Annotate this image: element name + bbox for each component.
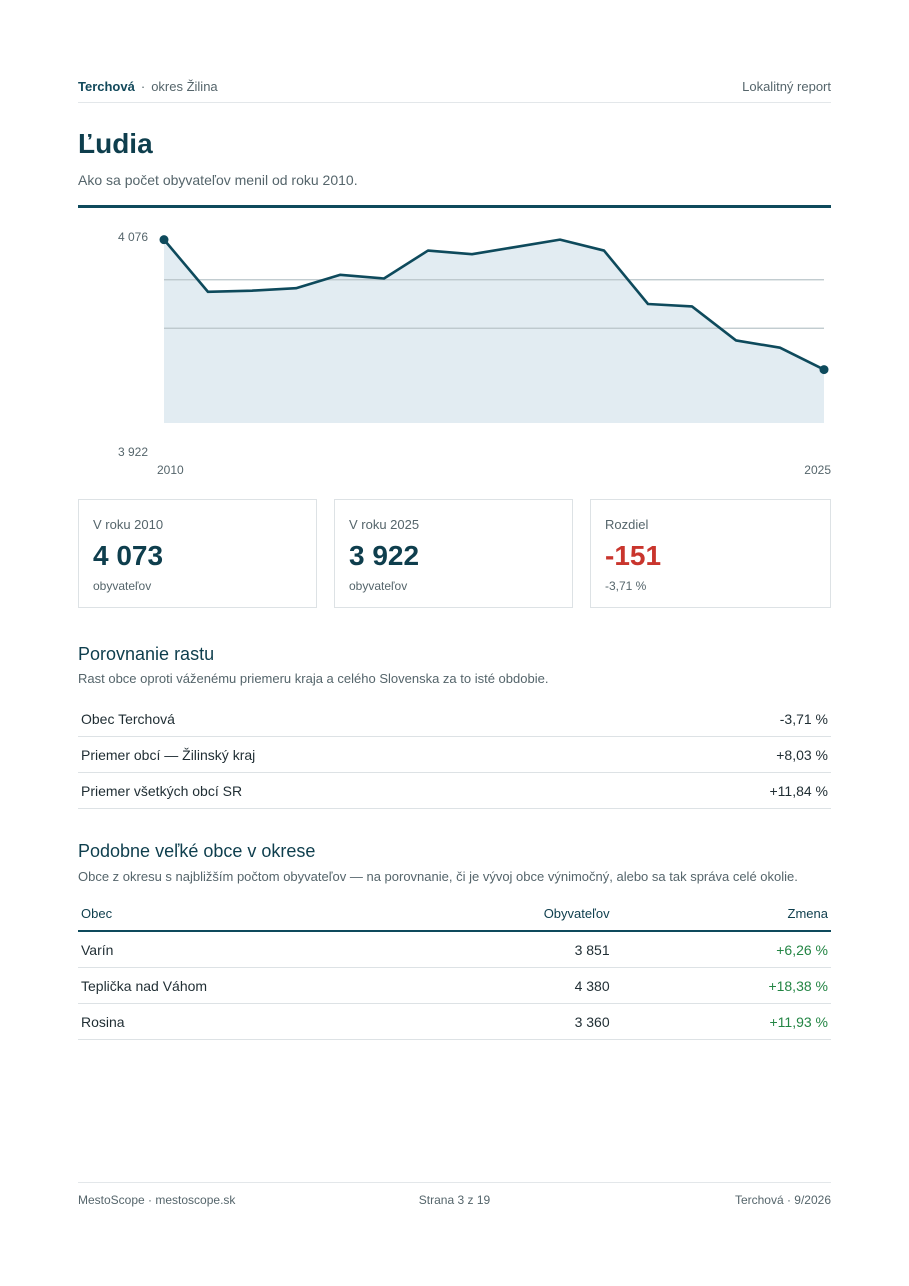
stat-card-difference: Rozdiel -151 -3,71 % [590, 499, 831, 608]
stat-card-sub: obyvateľov [93, 579, 152, 593]
table-row: Priemer všetkých obcí SR +11,84 % [78, 772, 831, 809]
title-divider [78, 205, 831, 208]
population-chart: 4 076 3 922 2010 2025 [78, 222, 831, 482]
population-chart-svg: 4 076 3 922 2010 2025 [118, 230, 831, 477]
stat-card-sub: obyvateľov [349, 579, 408, 593]
column-header-population: Obyvateľov [529, 897, 613, 932]
town-change: +6,26 % [612, 931, 831, 968]
table-row: Rosina 3 360 +11,93 % [78, 1003, 831, 1040]
growth-label: Obec Terchová [78, 701, 633, 737]
column-header-change: Zmena [612, 897, 831, 932]
column-header-name: Obec [78, 897, 530, 932]
growth-value: +11,84 % [632, 772, 831, 809]
stat-card-value: -151 [605, 540, 662, 571]
table-row: Obec Terchová -3,71 % [78, 701, 831, 737]
growth-value: -3,71 % [632, 701, 831, 737]
stat-cards: V roku 2010 4 073 obyvateľov V roku 2025… [78, 499, 831, 610]
header-separator: · [140, 79, 146, 94]
growth-section-desc: Rast obce oproti váženému priemeru kraja… [78, 671, 549, 686]
chart-xtick-label: 2025 [804, 463, 831, 477]
chart-ytick-label: 4 076 [118, 230, 148, 244]
table-header-row: Obec Obyvateľov Zmena [78, 897, 831, 932]
stat-card-label: V roku 2025 [349, 517, 420, 532]
growth-value: +8,03 % [632, 736, 831, 773]
page-header: Terchová · okres Žilina Lokalitný report [78, 79, 831, 95]
growth-table: Obec Terchová -3,71 % Priemer obcí — Žil… [78, 701, 831, 809]
town-population: 3 851 [529, 931, 613, 968]
header-town: Terchová [78, 79, 135, 94]
chart-series-line [163, 238, 825, 371]
stat-card-2010: V roku 2010 4 073 obyvateľov [78, 499, 317, 608]
growth-label: Priemer obcí — Žilinský kraj [78, 736, 633, 773]
footer-brand: MestoScope · mestoscope.sk [78, 1193, 236, 1207]
similar-table: Obec Obyvateľov Zmena Varín 3 851 +6,26 … [78, 897, 831, 1040]
header-district: okres Žilina [151, 79, 218, 94]
footer-page-number: Strana 3 z 19 [418, 1193, 491, 1207]
stat-card-value: 3 922 [349, 540, 420, 571]
header-report-label: Lokalitný report [742, 79, 831, 94]
footer-divider [78, 1182, 831, 1183]
page-subtitle: Ako sa počet obyvateľov menil od roku 20… [78, 172, 358, 188]
town-name: Varín [78, 931, 530, 968]
header-divider [78, 102, 831, 103]
stat-card-label: V roku 2010 [93, 517, 164, 532]
table-row: Varín 3 851 +6,26 % [78, 931, 831, 968]
chart-point [159, 235, 169, 245]
chart-point [819, 365, 829, 375]
page-footer: MestoScope · mestoscope.sk Strana 3 z 19… [78, 1193, 831, 1207]
town-name: Rosina [78, 1003, 530, 1040]
page-title: Ľudia [78, 128, 153, 159]
town-population: 3 360 [529, 1003, 613, 1040]
table-row: Priemer obcí — Žilinský kraj +8,03 % [78, 736, 831, 773]
town-change: +18,38 % [612, 967, 831, 1004]
chart-area-fill [164, 239, 824, 423]
chart-xtick-label: 2010 [157, 463, 184, 477]
stat-card-2025: V roku 2025 3 922 obyvateľov [334, 499, 573, 608]
stat-card-label: Rozdiel [605, 517, 649, 532]
chart-ytick-label: 3 922 [118, 445, 148, 459]
table-row: Teplička nad Váhom 4 380 +18,38 % [78, 967, 831, 1004]
stat-card-sub: -3,71 % [605, 579, 647, 593]
report-page: Terchová · okres Žilina Lokalitný report Ľ… [78, 0, 831, 1286]
similar-section-title: Podobne veľké obce v okrese [78, 841, 316, 861]
town-population: 4 380 [529, 967, 613, 1004]
growth-section-title: Porovnanie rastu [78, 644, 215, 664]
town-change: +11,93 % [612, 1003, 831, 1040]
stat-card-value: 4 073 [93, 540, 164, 571]
town-name: Teplička nad Váhom [78, 967, 530, 1004]
similar-section-desc: Obce z okresu s najbližším počtom obyvat… [78, 869, 798, 884]
footer-town-date: Terchová · 9/2026 [734, 1193, 831, 1207]
growth-label: Priemer všetkých obcí SR [78, 772, 633, 809]
